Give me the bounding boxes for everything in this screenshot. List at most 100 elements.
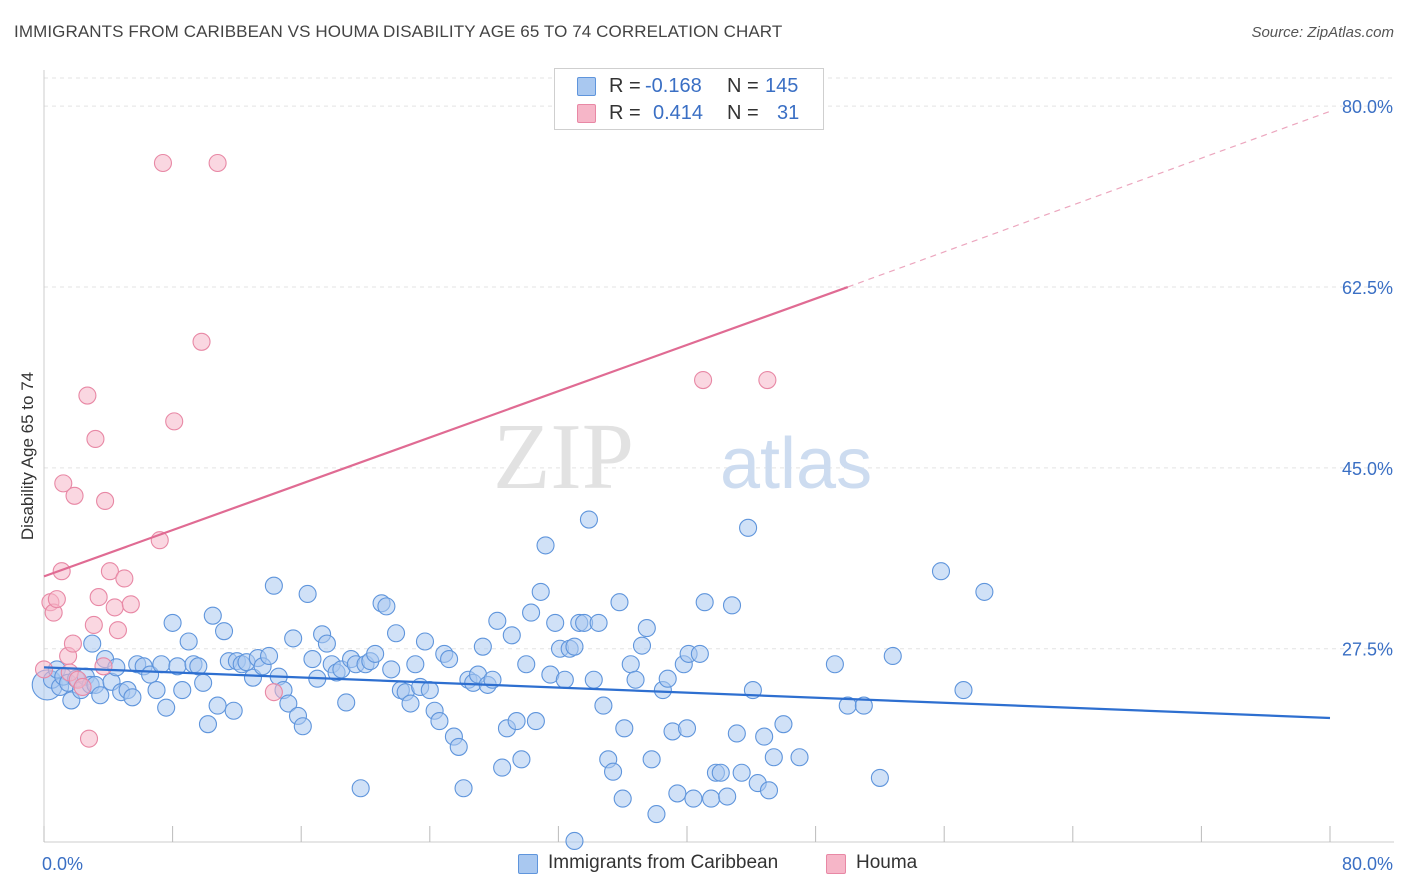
data-point <box>189 657 208 676</box>
data-point <box>406 655 425 674</box>
data-point <box>94 657 113 676</box>
data-point <box>536 536 555 555</box>
data-point <box>73 677 92 697</box>
data-point <box>100 562 119 581</box>
data-point <box>34 660 54 679</box>
axes <box>43 70 1394 843</box>
data-point <box>298 584 317 604</box>
data-point <box>526 712 545 731</box>
data-point <box>401 694 420 713</box>
y-tick-label: 27.5% <box>1342 640 1393 660</box>
trend-line-caribbean <box>43 666 1331 720</box>
watermark-atlas: atlas <box>720 424 872 504</box>
grid-lines <box>44 77 1394 650</box>
data-point <box>825 655 844 674</box>
legend-label-caribbean: Immigrants from Caribbean <box>548 852 779 873</box>
y-axis-title: Disability Age 65 to 74 <box>18 371 37 541</box>
data-point <box>173 681 192 700</box>
data-point <box>954 681 973 700</box>
data-point <box>502 626 521 645</box>
data-point <box>711 763 730 782</box>
data-point <box>517 655 536 674</box>
stats-n-value: 31 <box>777 102 800 124</box>
legend-label-houma: Houma <box>856 852 918 873</box>
data-point <box>192 332 211 351</box>
stats-n-value: 145 <box>765 75 799 97</box>
data-point <box>415 632 435 651</box>
data-point <box>764 748 783 767</box>
data-point <box>264 576 283 595</box>
trend-lines <box>43 110 1331 720</box>
data-point <box>637 619 656 638</box>
y-tick-label: 80.0% <box>1342 97 1393 117</box>
stats-box: R = -0.168 N = 145 R = 0.414 N = 31 <box>554 68 824 130</box>
data-point <box>208 153 227 173</box>
data-point <box>507 712 526 731</box>
data-point <box>89 588 108 607</box>
data-point <box>684 789 703 808</box>
data-point <box>105 598 124 617</box>
legend-swatch-houma <box>826 854 846 874</box>
stats-swatch-caribbean <box>577 77 596 96</box>
data-point <box>147 681 166 700</box>
data-point <box>613 789 632 808</box>
data-point <box>695 593 714 612</box>
data-point <box>722 596 742 615</box>
data-point <box>668 784 687 803</box>
tick-labels: 27.5% 45.0% 62.5% 80.0% 0.0% 80.0% <box>42 97 1393 874</box>
data-point <box>473 637 492 656</box>
data-point <box>63 634 82 653</box>
data-point <box>739 518 758 537</box>
data-point <box>79 729 99 748</box>
data-point <box>522 603 541 622</box>
data-point <box>493 758 512 777</box>
data-point <box>658 669 677 688</box>
data-point <box>203 606 222 625</box>
data-point <box>440 650 459 669</box>
data-point <box>420 681 439 700</box>
data-point <box>430 712 449 731</box>
data-point <box>96 491 115 511</box>
data-point <box>157 698 176 717</box>
legend-swatch-caribbean <box>518 854 538 874</box>
stats-r-label: R = <box>609 102 641 124</box>
data-point <box>546 613 565 632</box>
stats-n-label: N = <box>727 75 759 97</box>
data-point <box>366 644 385 663</box>
data-point <box>386 624 406 643</box>
data-point <box>512 750 531 769</box>
data-point <box>317 634 336 653</box>
data-point <box>727 724 746 743</box>
data-point <box>194 673 213 692</box>
data-point <box>647 805 666 824</box>
data-point <box>626 670 645 689</box>
data-point <box>123 688 142 707</box>
stats-swatch-houma <box>577 104 596 123</box>
data-point <box>377 597 396 616</box>
data-point <box>531 582 550 601</box>
data-point <box>121 595 140 614</box>
x-tick-label: 0.0% <box>42 854 83 874</box>
y-tick-label: 45.0% <box>1342 459 1393 479</box>
data-point <box>883 646 902 666</box>
stats-r-label: R = <box>609 75 641 97</box>
data-point <box>758 370 777 390</box>
data-point <box>615 719 634 738</box>
watermark-zip: ZIP <box>493 405 634 509</box>
data-point <box>163 613 182 632</box>
data-point <box>589 613 608 632</box>
series-caribbean-points <box>31 510 994 851</box>
data-point <box>565 637 584 656</box>
stats-r-value: 0.414 <box>653 102 704 124</box>
x-tick-label: 80.0% <box>1342 854 1393 874</box>
data-point <box>584 670 603 689</box>
data-point <box>47 590 66 609</box>
stats-n-label: N = <box>727 102 759 124</box>
data-point <box>604 762 623 781</box>
data-point <box>52 562 71 581</box>
series-houma-points <box>34 153 777 748</box>
legend: Immigrants from Caribbean Houma <box>0 852 1406 878</box>
data-point <box>351 779 370 798</box>
data-point <box>259 646 279 666</box>
